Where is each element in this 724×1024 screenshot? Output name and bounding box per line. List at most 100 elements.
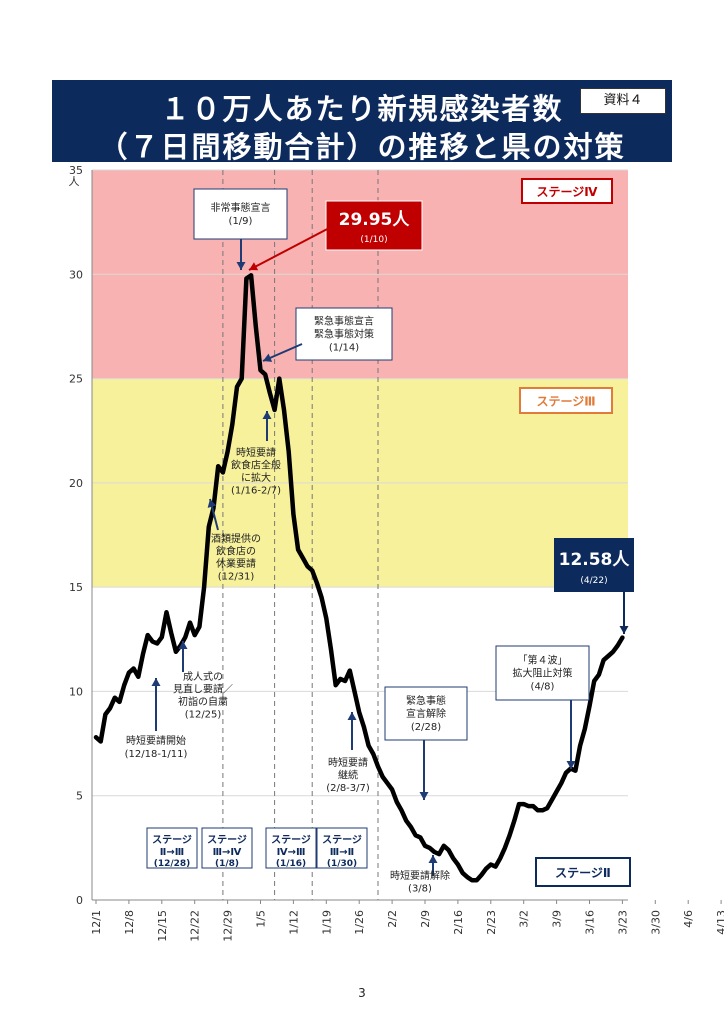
annotation-hours-continue-arrow-head xyxy=(347,712,357,720)
y-tick-label: 10 xyxy=(69,685,83,698)
peak-date: (1/10) xyxy=(360,235,387,245)
annotation-state-of-emergency-line: 緊急事態対策 xyxy=(314,328,374,341)
latest-callout-box xyxy=(554,538,634,592)
annotation-state-of-emergency-frame xyxy=(295,307,393,361)
annotation-alcohol-arrow xyxy=(207,498,219,531)
annotation-alcohol-arrow-head xyxy=(207,499,217,508)
annotation-hours-continue-arrow xyxy=(347,712,357,750)
annotation-hours-continue-line: 時短要請 xyxy=(328,756,368,769)
annotation-hours-lifted-arrow-head xyxy=(428,855,438,863)
latest-arrow-head xyxy=(619,626,629,634)
annotation-emergency-lifted-line: 宣言解除 xyxy=(406,707,446,720)
annotation-state-of-emergency-line: (1/14) xyxy=(329,343,359,354)
stage-change-direction: Ⅱ→Ⅲ xyxy=(160,847,184,858)
peak-arrow xyxy=(248,225,334,271)
annotation-fourth-wave-frame xyxy=(495,645,590,701)
stage-label-text: ステージⅣ xyxy=(537,185,599,199)
annotation-hours-expand-line: 飲食店全般 xyxy=(231,459,281,472)
peak-arrow-head xyxy=(249,262,259,271)
stage-change-title: ステージ xyxy=(152,834,192,846)
annotation-coming-of-age-line: 初詣の自粛 xyxy=(178,695,228,708)
series-line xyxy=(93,273,625,883)
y-axis-label: 人 xyxy=(69,175,80,188)
x-tick-label: 1/19 xyxy=(320,910,333,935)
annotation-coming-of-age-arrow-head xyxy=(178,641,188,649)
x-tick-label: 2/9 xyxy=(419,910,432,928)
stage-label-text: ステージⅢ xyxy=(536,395,595,409)
page-number: 3 xyxy=(358,986,366,1000)
annotation-fourth-wave-line: 拡大阻止対策 xyxy=(513,667,573,680)
annotation-hours-lifted-arrow xyxy=(428,855,438,876)
annotation-alcohol-line: 飲食店の xyxy=(216,545,256,558)
stage-change-box: ステージⅢ→Ⅳ(1/8) xyxy=(201,827,253,869)
annotation-fourth-wave-arrow-head xyxy=(566,761,576,769)
x-tick-label: 3/9 xyxy=(551,910,564,928)
x-tick-label: 3/30 xyxy=(649,910,662,935)
annotation-emergency-declared-frame xyxy=(193,188,288,240)
y-tick-label: 15 xyxy=(69,581,83,594)
annotation-hours-lifted-line: (3/8) xyxy=(408,884,432,895)
annotation-hours-expand-arrow xyxy=(262,411,272,441)
annotation-emergency-lifted-line: 緊急事態 xyxy=(406,694,446,707)
x-tick-label: 1/12 xyxy=(287,910,300,935)
stage-change-title: ステージ xyxy=(271,834,311,846)
stage-change-title: ステージ xyxy=(322,834,362,846)
x-tick-label: 1/5 xyxy=(255,910,268,928)
annotation-hours-continue-line: (2/8-3/7) xyxy=(326,783,370,794)
stage-change-direction: Ⅲ→Ⅳ xyxy=(213,847,242,858)
peak-value: 29.95人 xyxy=(339,210,411,230)
annotation-emergency-lifted-line: (2/28) xyxy=(411,722,441,733)
peak-arrow-shaft xyxy=(248,225,334,271)
annotation-fourth-wave-arrow xyxy=(566,700,576,769)
annotation-state-of-emergency-line: 緊急事態宣言 xyxy=(314,315,374,328)
annotation-hours-expand-line: に拡大 xyxy=(241,471,271,484)
annotation-state-of-emergency-arrow-head xyxy=(263,353,273,362)
annotation-hours-start: 時短要請開始 (12/18-1/11) xyxy=(125,734,188,760)
stage-change-box: ステージⅢ→Ⅱ(1/30) xyxy=(316,827,368,869)
annotation-emergency-declared: 非常事態宣言 (1/9) xyxy=(193,188,288,240)
annotation-coming-of-age-line: 成人式の xyxy=(183,670,223,683)
x-tick-label: 12/22 xyxy=(189,910,202,942)
annotation-emergency-declared-line: 非常事態宣言 xyxy=(211,201,271,214)
annotation-emergency-lifted-arrow-head xyxy=(419,792,429,800)
stage-change-frame xyxy=(146,827,198,869)
peak-callout-box xyxy=(325,200,423,251)
annotation-hours-lifted-line: 時短要請解除 xyxy=(390,869,450,882)
y-tick-label: 35 xyxy=(69,164,83,177)
latest-callout: 12.58人 (4/22) xyxy=(554,538,634,592)
x-tick-label: 2/16 xyxy=(452,910,465,935)
peak-callout: 29.95人 (1/10) xyxy=(325,200,423,251)
y-tick-label: 25 xyxy=(69,373,83,386)
x-tick-label: 2/2 xyxy=(386,910,399,928)
stage-change-date: (1/30) xyxy=(327,859,357,869)
stage-change-direction: Ⅲ→Ⅱ xyxy=(330,847,354,858)
annotation-emergency-declared-arrow xyxy=(236,239,246,270)
x-tick-label: 12/15 xyxy=(156,910,169,942)
annotation-emergency-lifted-arrow xyxy=(419,740,429,800)
latest-arrow xyxy=(619,592,629,634)
annotation-hours-lifted: 時短要請解除 (3/8) xyxy=(390,869,450,895)
x-tick-label: 3/2 xyxy=(518,910,531,928)
annotation-emergency-declared-line: (1/9) xyxy=(229,216,253,227)
annotation-hours-start-arrow xyxy=(151,678,161,731)
annotation-hours-start-line: (12/18-1/11) xyxy=(125,749,188,760)
annotation-hours-continue-line: 継続 xyxy=(338,769,358,782)
annotation-emergency-declared-arrow-head xyxy=(236,262,246,270)
annotation-hours-expand-line: 時短要請 xyxy=(236,446,276,459)
stage-change-date: (1/8) xyxy=(215,859,239,869)
stage-label-frame xyxy=(519,387,613,414)
x-tick-label: 4/6 xyxy=(682,910,695,928)
stage-label: ステージⅣ xyxy=(521,178,613,204)
x-tick-label: 3/16 xyxy=(584,910,597,935)
stage-change-box: ステージⅣ→Ⅲ(1/16) xyxy=(265,827,317,869)
annotation-hours-expand-arrow-head xyxy=(262,411,272,419)
annotation-coming-of-age-line: 見直し要請／ xyxy=(173,683,233,696)
latest-value: 12.58人 xyxy=(559,550,631,570)
stage-change-date: (1/16) xyxy=(276,859,306,869)
annotation-alcohol-line: (12/31) xyxy=(218,572,255,583)
y-tick-label: 20 xyxy=(69,477,83,490)
document-label: 資料４ xyxy=(580,88,666,114)
